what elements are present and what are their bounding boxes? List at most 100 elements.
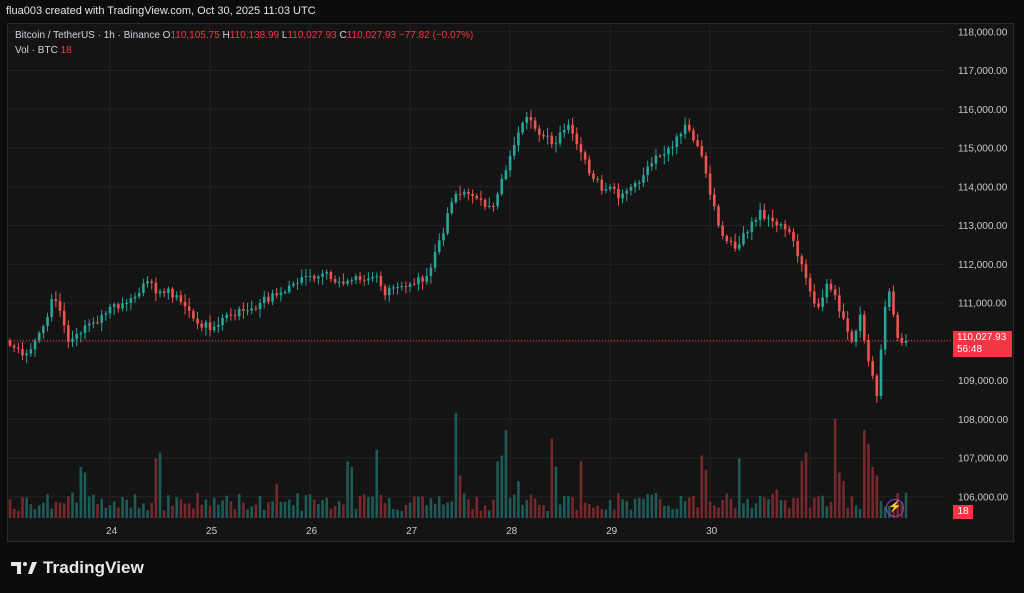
candle-body — [37, 332, 41, 341]
candle-body — [67, 325, 70, 342]
volume-bar — [688, 497, 691, 518]
candle-body — [492, 205, 495, 207]
volume-bar — [713, 505, 716, 518]
volume-bar — [242, 502, 245, 518]
candle-body — [262, 296, 266, 303]
candle-body — [562, 130, 566, 133]
candle-body — [296, 282, 299, 284]
volume-bar — [17, 510, 20, 518]
volume-bar — [450, 501, 454, 518]
symbol-legend: Bitcoin / TetherUS · 1h · Binance O110,1… — [15, 30, 473, 41]
volume-bar — [337, 501, 341, 518]
high-label: H — [222, 30, 230, 41]
candle-body — [17, 347, 20, 349]
symbol-label[interactable]: Bitcoin / TetherUS · 1h · Binance — [15, 30, 160, 41]
candle-body — [292, 283, 295, 286]
volume-bar — [71, 492, 74, 518]
volume-bar — [362, 494, 366, 518]
candle-body — [233, 315, 237, 317]
volume-bar — [675, 508, 679, 518]
volume-bar — [104, 507, 108, 518]
candle-body — [317, 276, 320, 279]
bar-countdown: 56:48 — [957, 344, 983, 355]
tradingview-logo[interactable]: TradingView — [11, 558, 144, 578]
candle-body — [729, 241, 733, 242]
volume-bar — [321, 499, 324, 518]
volume-bar — [550, 438, 554, 518]
volume-bar — [767, 499, 770, 518]
volume-bar — [108, 505, 112, 518]
candle-body — [87, 323, 91, 326]
close-label: C — [339, 30, 347, 41]
y-tick-label: 113,000.00 — [958, 221, 1008, 232]
volume-bar — [658, 499, 662, 518]
volume-legend: Vol · BTC 18 — [15, 45, 72, 56]
candle-body — [21, 348, 24, 356]
candle-body — [429, 267, 433, 276]
volume-bar — [117, 507, 120, 518]
candle-body — [708, 173, 712, 195]
candle-body — [175, 295, 178, 298]
x-tick-label: 29 — [606, 526, 618, 537]
candle-body — [321, 273, 324, 277]
candle-body — [300, 277, 304, 283]
x-tick-label: 27 — [406, 526, 418, 537]
candle-body — [500, 179, 504, 194]
volume-bar — [446, 502, 449, 518]
candle-body — [683, 124, 687, 135]
candle-body — [454, 194, 458, 203]
candle-body — [813, 291, 816, 304]
candle-body — [83, 325, 87, 334]
volume-bar — [875, 475, 879, 518]
candle-body — [838, 295, 841, 312]
volume-bar — [287, 499, 291, 518]
y-tick-label: 116,000.00 — [958, 105, 1008, 116]
volume-bar — [8, 499, 12, 518]
candle-body — [746, 232, 749, 234]
volume-bar — [62, 503, 66, 518]
volume-bar — [342, 504, 345, 518]
volume-bar — [817, 496, 820, 518]
volume-bar — [558, 504, 562, 518]
volume-bar — [462, 493, 466, 518]
candle-body — [792, 231, 795, 241]
candle-body — [788, 229, 791, 232]
volume-bar — [825, 506, 829, 518]
y-tick-label: 111,000.00 — [958, 299, 1007, 310]
volume-bar — [442, 504, 445, 518]
candle-body — [875, 375, 879, 396]
volume-bar — [692, 495, 695, 518]
volume-bar — [708, 501, 712, 518]
candle-body — [237, 308, 241, 317]
volume-bar — [367, 497, 370, 518]
candle-body — [354, 276, 358, 281]
volume-bar — [125, 499, 128, 518]
volume-bar — [667, 505, 670, 518]
candle-body — [325, 272, 329, 274]
candle-body — [525, 117, 529, 123]
volume-label[interactable]: Vol · BTC — [15, 45, 58, 56]
candle-body — [896, 314, 899, 338]
candle-body — [375, 275, 379, 277]
candle-body — [371, 276, 374, 279]
candle-body — [612, 186, 616, 189]
volume-bar — [50, 508, 53, 518]
candle-body — [679, 134, 683, 137]
candle-body — [96, 322, 99, 324]
candle-body — [637, 182, 641, 184]
candle-body — [179, 295, 183, 302]
volume-bar — [700, 455, 704, 518]
volume-bar — [671, 509, 674, 518]
volume-bar — [92, 494, 95, 518]
candle-body — [154, 282, 158, 294]
lightning-icon[interactable]: ⚡ — [886, 499, 904, 517]
volume-bar — [850, 496, 854, 518]
volume-bar — [142, 503, 145, 518]
volume-bar — [621, 499, 624, 518]
volume-bar — [429, 498, 433, 518]
candle-body — [742, 233, 745, 245]
candle-body — [846, 318, 849, 332]
candle-body — [779, 224, 783, 226]
volume-bar — [838, 472, 841, 518]
